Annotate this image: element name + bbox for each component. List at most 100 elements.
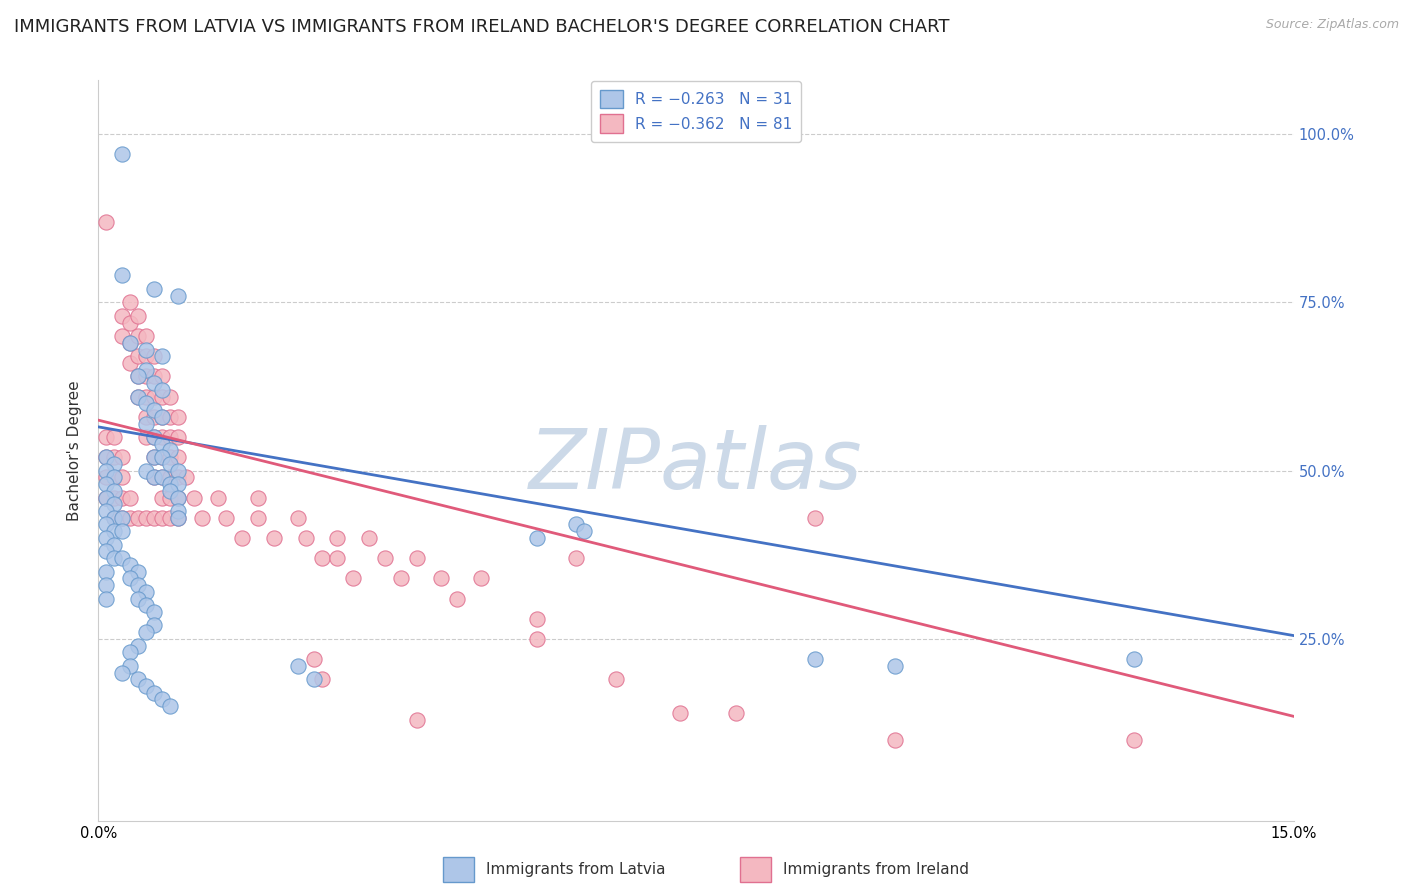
Point	[287, 658, 309, 673]
Point	[605, 673, 627, 687]
Point	[127, 369, 149, 384]
Point	[96, 477, 118, 491]
Point	[135, 599, 157, 613]
Text: ZIPatlas: ZIPatlas	[529, 425, 863, 506]
Point	[150, 692, 173, 706]
Point	[143, 390, 166, 404]
Point	[1123, 732, 1146, 747]
Point	[103, 551, 125, 566]
Point	[884, 732, 907, 747]
Point	[135, 343, 157, 357]
Point	[159, 430, 181, 444]
Point	[103, 470, 125, 484]
Point	[135, 417, 157, 431]
Point	[167, 470, 190, 484]
Point	[724, 706, 747, 720]
Point	[150, 369, 173, 384]
Point	[96, 450, 118, 465]
Point	[143, 450, 166, 465]
Point	[159, 390, 181, 404]
Text: Immigrants from Latvia: Immigrants from Latvia	[486, 863, 666, 877]
Point	[215, 510, 238, 524]
Point	[167, 464, 190, 478]
Point	[103, 497, 125, 511]
Point	[127, 390, 149, 404]
Point	[96, 470, 118, 484]
Point	[150, 470, 173, 484]
Point	[470, 571, 492, 585]
Point	[127, 591, 149, 606]
Point	[135, 329, 157, 343]
Point	[150, 450, 173, 465]
Point	[103, 457, 125, 471]
Point	[526, 612, 548, 626]
Point	[183, 491, 205, 505]
Point	[159, 510, 181, 524]
Point	[207, 491, 229, 505]
Point	[263, 531, 285, 545]
Point	[1123, 652, 1146, 666]
Point	[135, 396, 157, 410]
Point	[174, 470, 197, 484]
Point	[143, 409, 166, 424]
Point	[96, 464, 118, 478]
Point	[120, 356, 142, 370]
Point	[159, 409, 181, 424]
Point	[167, 477, 190, 491]
Point	[120, 558, 142, 572]
Point	[804, 652, 827, 666]
Point	[150, 436, 173, 450]
Point	[135, 390, 157, 404]
Point	[120, 658, 142, 673]
Point	[96, 565, 118, 579]
Point	[406, 713, 429, 727]
Point	[96, 531, 118, 545]
Point	[159, 470, 181, 484]
Point	[143, 470, 166, 484]
Point	[804, 510, 827, 524]
Point	[311, 551, 333, 566]
Point	[565, 551, 588, 566]
Point	[326, 531, 349, 545]
Point	[103, 491, 125, 505]
Point	[143, 430, 166, 444]
Point	[135, 679, 157, 693]
Point	[135, 625, 157, 640]
Point	[884, 658, 907, 673]
FancyBboxPatch shape	[740, 857, 770, 882]
Point	[574, 524, 596, 539]
Point	[120, 491, 142, 505]
Point	[96, 504, 118, 518]
Point	[311, 673, 333, 687]
Point	[150, 390, 173, 404]
Point	[127, 578, 149, 592]
Point	[167, 491, 190, 505]
Point	[167, 504, 190, 518]
Point	[103, 430, 125, 444]
FancyBboxPatch shape	[443, 857, 474, 882]
Point	[191, 510, 214, 524]
Point	[143, 403, 166, 417]
Point	[135, 349, 157, 363]
Point	[127, 673, 149, 687]
Point	[103, 483, 125, 498]
Point	[167, 510, 190, 524]
Point	[150, 409, 173, 424]
Point	[302, 652, 325, 666]
Point	[287, 510, 309, 524]
Point	[167, 450, 190, 465]
Point	[143, 618, 166, 632]
Point	[127, 510, 149, 524]
Point	[167, 288, 190, 302]
Point	[96, 591, 118, 606]
Point	[150, 510, 173, 524]
Point	[111, 470, 134, 484]
Point	[565, 517, 588, 532]
Point	[96, 491, 118, 505]
Point	[342, 571, 364, 585]
Point	[150, 491, 173, 505]
Point	[246, 491, 269, 505]
Point	[111, 510, 134, 524]
Point	[143, 450, 166, 465]
Point	[103, 538, 125, 552]
